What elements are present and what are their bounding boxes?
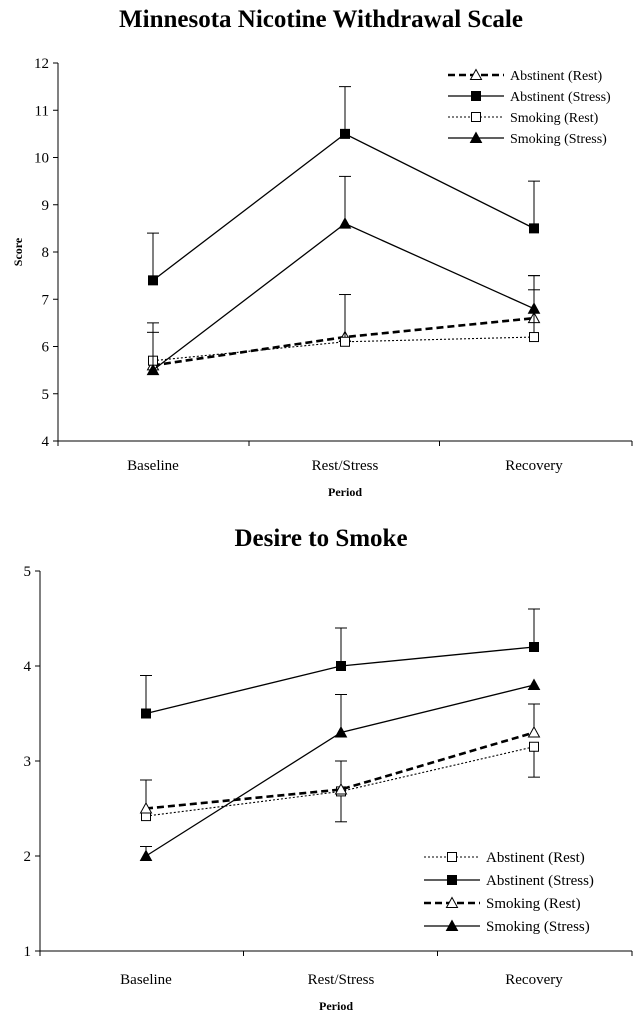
chart2-legend-label: Abstinent (Stress) (486, 873, 594, 889)
chart1-series-abstinent-stress-point (148, 275, 158, 286)
chart2-series-abstinent-stress-point (141, 708, 151, 719)
chart1-legend-label: Smoking (Stress) (510, 132, 607, 147)
chart1-y-tick-label: 4 (42, 434, 50, 450)
chart2-legend-label: Smoking (Stress) (486, 919, 590, 935)
chart2-legend-label: Smoking (Rest) (486, 896, 581, 912)
chart1-x-tick-label: Baseline (127, 458, 179, 474)
chart1-series-smoking-rest-point (529, 332, 539, 343)
chart2-legend-label: Abstinent (Rest) (486, 850, 585, 866)
chart1-y-tick-label: 12 (34, 56, 49, 72)
chart1-series-smoking-stress-point (527, 302, 541, 314)
chart1-series-smoking-stress-point (146, 363, 160, 376)
chart1-legend-label: Smoking (Rest) (510, 111, 599, 126)
chart1-series-abstinent-stress-point (340, 128, 350, 139)
chart1-legend-label: Abstinent (Stress) (510, 90, 611, 105)
chart2-x-axis-label: Period (319, 999, 353, 1013)
chart1-legend-marker (471, 112, 481, 122)
chart1-y-tick-label: 10 (34, 151, 49, 167)
chart2-legend-marker (447, 875, 457, 885)
chart1-series-abstinent-rest-line (152, 316, 535, 367)
chart2-series-abstinent-stress-line (145, 646, 535, 715)
chart2-series-abstinent-rest-point (529, 741, 539, 752)
chart2-y-tick-label: 1 (24, 944, 32, 960)
chart1-y-tick-label: 6 (42, 340, 50, 356)
chart2-series-smoking-rest-line (145, 731, 535, 810)
chart1-series-abstinent-stress-point (529, 223, 539, 234)
chart2-series-abstinent-stress-point (529, 642, 539, 652)
chart1-legend-marker (469, 68, 483, 80)
chart1-series-smoking-stress-line (152, 222, 535, 371)
chart2-y-tick-label: 4 (24, 659, 32, 675)
chart1-series-smoking-stress-point (338, 217, 352, 229)
chart2-series-smoking-stress-line (145, 684, 535, 857)
chart2-series-smoking-rest-point (334, 782, 348, 795)
chart2-series-smoking-rest-point (139, 801, 153, 814)
chart2-x-tick-label: Recovery (505, 972, 563, 988)
chart1-series-abstinent-stress-line (152, 133, 535, 281)
chart2-legend-marker (447, 852, 457, 862)
chart1-y-tick-label: 9 (42, 198, 50, 214)
chart2-series-abstinent-stress-point (336, 661, 346, 671)
chart2-series-abstinent-rest-line (145, 746, 535, 817)
chart2-legend-marker (445, 919, 459, 931)
chart1-title: Minnesota Nicotine Withdrawal Scale (119, 6, 523, 33)
chart1-legend-marker (471, 91, 481, 101)
chart1-y-tick-label: 7 (42, 292, 50, 308)
chart1-x-tick-label: Rest/Stress (312, 458, 379, 474)
chart2-y-tick-label: 5 (24, 564, 32, 580)
chart2-title: Desire to Smoke (234, 525, 408, 552)
chart2-series-smoking-stress-point (527, 678, 541, 690)
chart1-series-smoking-rest-point (340, 336, 350, 347)
chart1-legend-label: Abstinent (Rest) (510, 69, 602, 84)
chart2-y-tick-label: 2 (24, 849, 32, 865)
chart1-x-axis-label: Period (328, 485, 362, 499)
chart2-series-smoking-stress-point (139, 849, 153, 861)
chart1-y-tick-label: 8 (42, 245, 50, 261)
chart1-legend-marker (469, 131, 483, 143)
chart1-y-tick-label: 11 (35, 103, 49, 119)
chart2-y-tick-label: 3 (24, 754, 32, 770)
chart1-y-axis-label: Score (11, 237, 25, 266)
chart2-x-tick-label: Rest/Stress (308, 972, 375, 988)
chart1-x-tick-label: Recovery (505, 458, 563, 474)
chart2-legend-marker (445, 896, 459, 908)
chart1-y-tick-label: 5 (42, 387, 50, 403)
chart2-series-smoking-rest-point (527, 725, 541, 738)
chart2-x-tick-label: Baseline (120, 972, 172, 988)
chart2-series-smoking-stress-point (334, 725, 348, 738)
